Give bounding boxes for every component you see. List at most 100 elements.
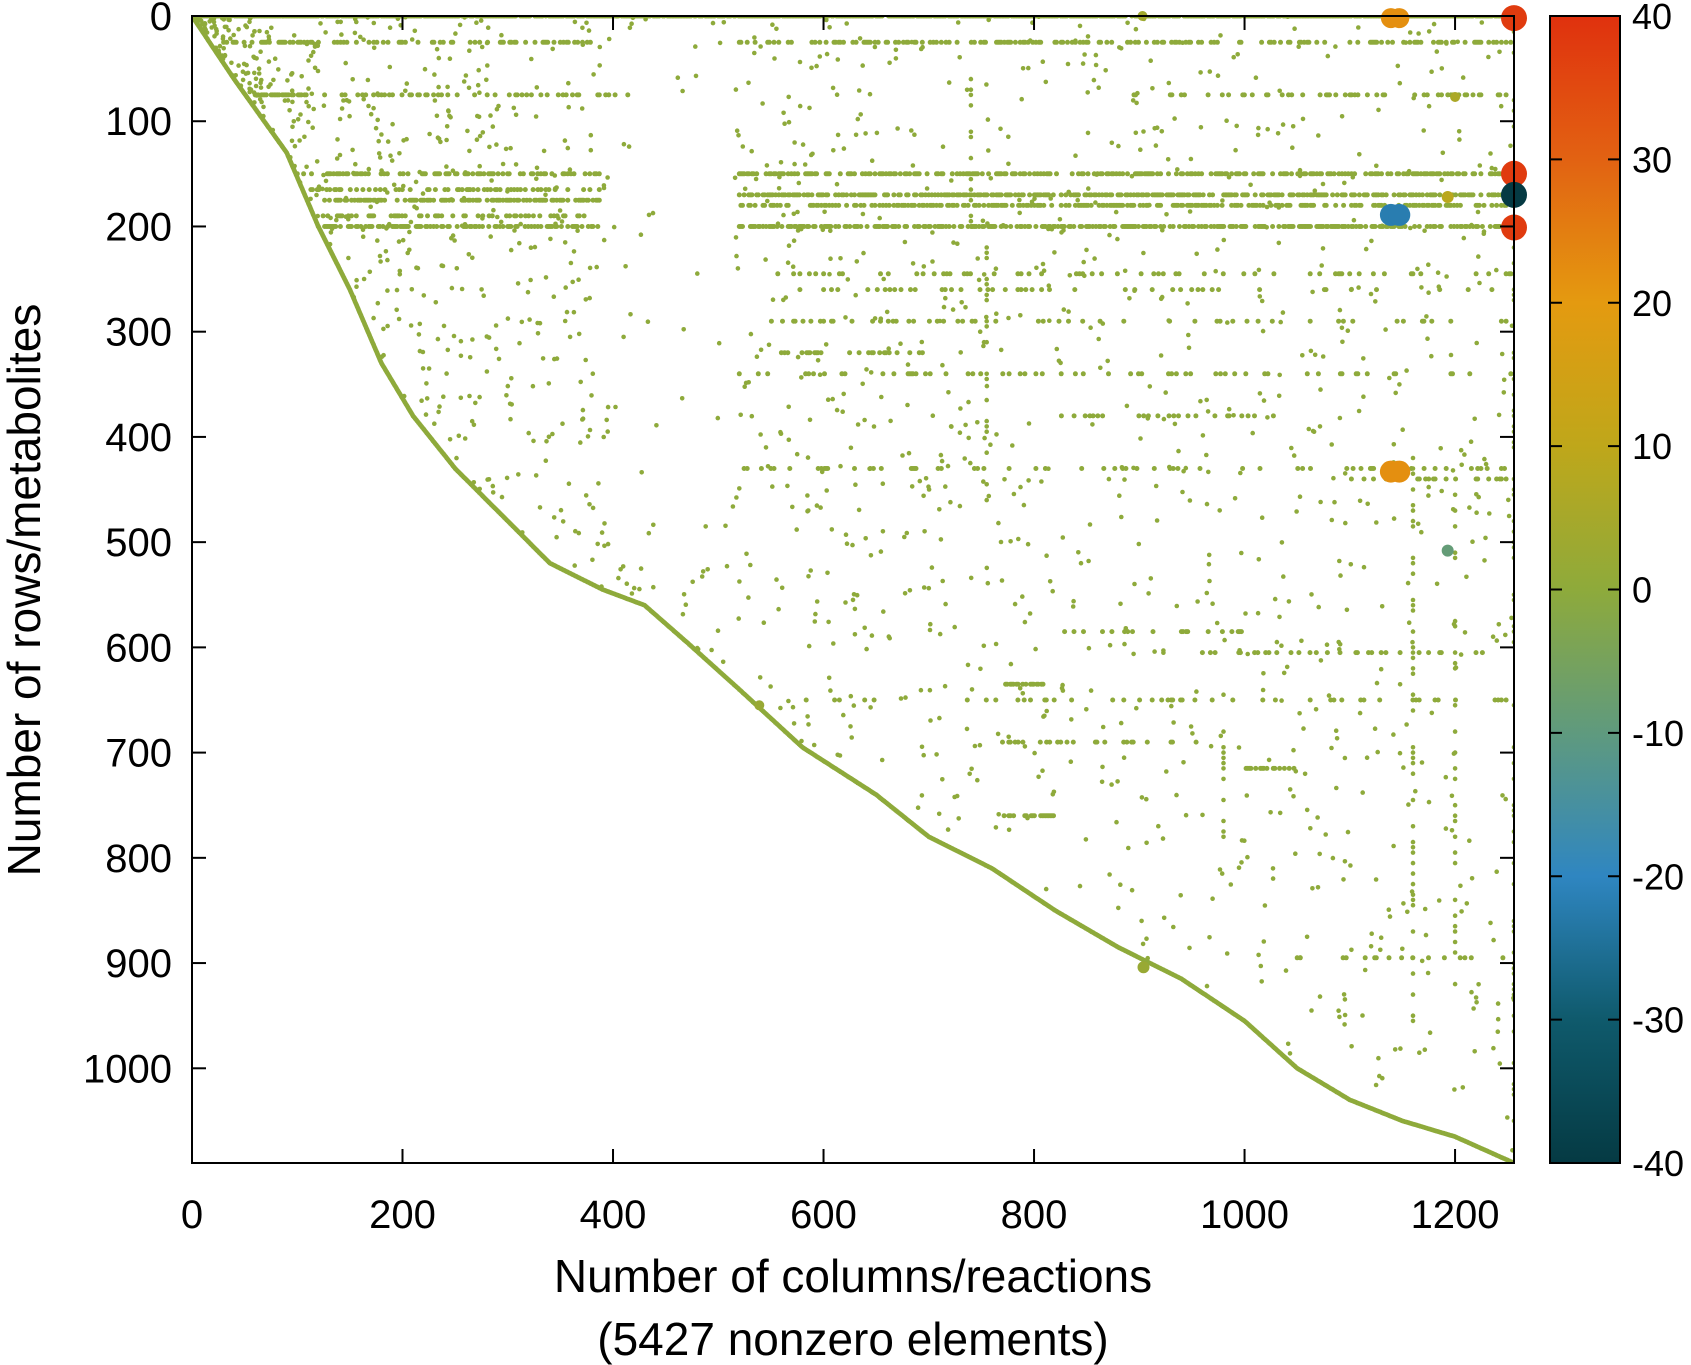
point-4970 <box>444 371 449 376</box>
point-3921 <box>1274 650 1280 656</box>
point-3979 <box>1170 697 1176 703</box>
point-3845 <box>1151 466 1157 471</box>
point-4886 <box>567 334 573 340</box>
point-4965 <box>1239 860 1244 865</box>
point-3421 <box>1136 224 1141 229</box>
point-4258 <box>1221 766 1226 771</box>
point-4905 <box>566 481 572 487</box>
point-4470 <box>444 164 449 169</box>
point-3679 <box>1040 318 1046 324</box>
point-4551 <box>1379 604 1385 609</box>
point-4091 <box>984 245 989 250</box>
point-2388 <box>1166 171 1171 177</box>
point-4089 <box>968 218 974 224</box>
point-4448 <box>1411 95 1416 101</box>
point-4661 <box>778 705 783 711</box>
point-3939 <box>1473 650 1479 656</box>
point-3095 <box>1323 202 1329 208</box>
point-2397 <box>1199 171 1205 177</box>
point-4305 <box>568 260 574 266</box>
point-2000 <box>1154 39 1160 45</box>
point-3637 <box>1170 287 1176 293</box>
point-4767 <box>943 484 948 489</box>
point-2241 <box>506 171 512 177</box>
point-4414 <box>957 503 963 509</box>
point-4266 <box>436 55 442 61</box>
point-4532 <box>1372 726 1378 731</box>
point-4977 <box>1113 209 1119 215</box>
point-4589 <box>1069 717 1074 722</box>
point-2348 <box>1022 171 1028 177</box>
point-3607 <box>797 287 803 293</box>
point-4071 <box>1426 955 1431 961</box>
point-3650 <box>1465 287 1471 293</box>
point-4722 <box>499 32 504 38</box>
point-1886 <box>472 39 478 45</box>
point-3559 <box>920 271 926 277</box>
point-4760 <box>1318 387 1323 392</box>
point-4888 <box>1316 604 1321 610</box>
point-3569 <box>1018 271 1024 277</box>
point-4883 <box>654 423 659 428</box>
point-4729 <box>1506 513 1512 519</box>
point-4741 <box>605 404 611 410</box>
point-1854 <box>290 39 296 45</box>
point-4600 <box>1086 558 1091 564</box>
point-3181 <box>518 213 524 219</box>
point-3925 <box>1313 650 1319 656</box>
point-2349 <box>1027 171 1033 177</box>
point-2065 <box>1508 39 1514 45</box>
point-3998 <box>1435 697 1441 703</box>
point-4183 <box>1410 487 1416 492</box>
point-2412 <box>1251 171 1257 177</box>
point-2796 <box>1437 192 1443 198</box>
point-4696 <box>1265 126 1270 132</box>
point-3321 <box>836 224 842 229</box>
point-1906 <box>565 39 571 45</box>
point-4932 <box>416 332 422 337</box>
point-1948 <box>913 39 919 45</box>
point-4320 <box>1373 1082 1379 1088</box>
point-4785 <box>1210 601 1215 606</box>
point-2802 <box>1453 192 1459 198</box>
point-4644 <box>868 370 874 375</box>
point-4692 <box>590 371 596 377</box>
point-2480 <box>1472 171 1478 177</box>
point-3155 <box>371 213 377 219</box>
point-3839 <box>1079 466 1085 471</box>
point-3816 <box>771 466 777 471</box>
point-4732 <box>881 276 886 282</box>
point-4562 <box>820 227 826 233</box>
point-4724 <box>580 25 585 31</box>
point-2919 <box>747 202 753 208</box>
point-3227 <box>405 224 411 229</box>
point-4516 <box>368 111 374 117</box>
point-3832 <box>938 466 944 471</box>
point-4326 <box>546 381 552 386</box>
point-4393 <box>1245 854 1250 860</box>
point-4771 <box>1439 177 1444 183</box>
point-3566 <box>968 271 973 277</box>
point-4936 <box>1039 479 1044 484</box>
point-4805 <box>1429 710 1435 716</box>
point-4527 <box>401 183 406 189</box>
point-1991 <box>1098 39 1104 45</box>
point-4762 <box>470 255 475 261</box>
point-3790 <box>1071 413 1077 419</box>
point-1869 <box>366 39 372 45</box>
point-2011 <box>1199 39 1205 45</box>
point-2361 <box>1080 171 1086 177</box>
point-4727 <box>736 133 741 138</box>
point-3823 <box>852 466 857 471</box>
point-1841 <box>241 39 247 45</box>
point-4184 <box>1410 503 1416 508</box>
point-3981 <box>1179 697 1185 703</box>
point-4197 <box>1410 655 1416 661</box>
point-2062 <box>1494 39 1500 45</box>
point-3763 <box>1139 371 1145 377</box>
point-4385 <box>1188 724 1194 729</box>
point-3008 <box>1058 202 1064 208</box>
point-4994 <box>1312 352 1318 358</box>
point-4399 <box>785 260 791 266</box>
point-3376 <box>1008 224 1014 229</box>
